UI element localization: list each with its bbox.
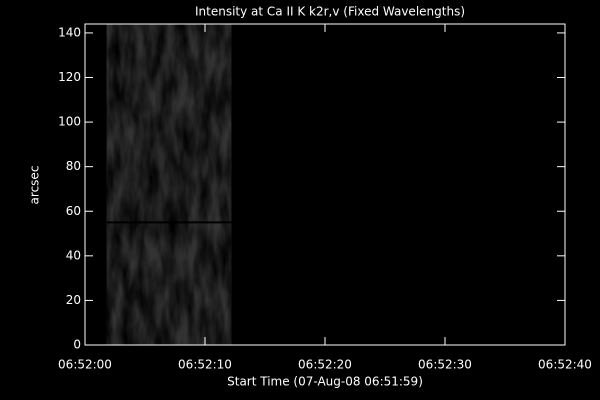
x-tick-label: 06:52:20	[298, 358, 352, 372]
y-tick-label: 20	[66, 293, 81, 307]
y-tick-label: 100	[58, 115, 81, 129]
y-tick-label: 120	[58, 70, 81, 84]
x-tick-label: 06:52:40	[538, 358, 592, 372]
x-tick-label: 06:52:30	[418, 358, 472, 372]
y-tick-label: 80	[66, 159, 81, 173]
x-tick-label: 06:52:10	[178, 358, 232, 372]
y-axis-label: arcsec	[28, 166, 42, 205]
image	[106, 24, 232, 345]
y-tick-label: 0	[73, 338, 81, 352]
chart-title: Intensity at Ca II K k2r,v (Fixed Wavele…	[195, 5, 465, 19]
x-axis-label: Start Time (07-Aug-08 06:51:59)	[227, 375, 423, 389]
y-tick-label: 140	[58, 25, 81, 39]
y-tick-label: 60	[66, 204, 81, 218]
x-tick-label: 06:52:00	[58, 358, 112, 372]
y-tick-label: 40	[66, 248, 81, 262]
